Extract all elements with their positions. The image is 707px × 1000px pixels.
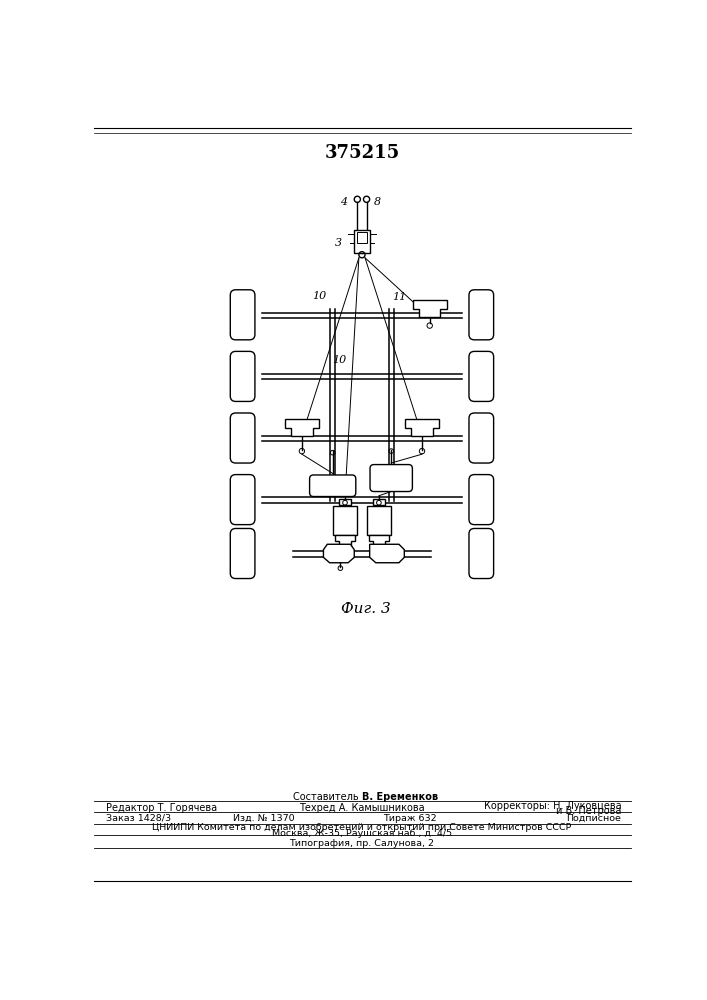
Text: 8: 8 <box>374 197 381 207</box>
Text: 375215: 375215 <box>325 144 399 162</box>
Text: В. Еременков: В. Еременков <box>362 792 438 802</box>
FancyBboxPatch shape <box>230 290 255 340</box>
Text: Техред А. Камышникова: Техред А. Камышникова <box>299 803 425 813</box>
Text: Изд. № 1370: Изд. № 1370 <box>233 814 294 823</box>
FancyBboxPatch shape <box>230 413 255 463</box>
Polygon shape <box>324 544 354 563</box>
Polygon shape <box>405 419 439 436</box>
Text: Редактор Т. Горячева: Редактор Т. Горячева <box>105 803 216 813</box>
Text: Составитель: Составитель <box>293 792 362 802</box>
FancyBboxPatch shape <box>469 351 493 401</box>
FancyBboxPatch shape <box>469 290 493 340</box>
Text: Тираж 632: Тираж 632 <box>383 814 436 823</box>
Text: ЦНИИПИ Комитета по делам изобретений и открытий при Совете Министров СССР: ЦНИИПИ Комитета по делам изобретений и о… <box>152 823 572 832</box>
FancyBboxPatch shape <box>230 351 255 401</box>
Text: Корректоры: Н. Луковцева: Корректоры: Н. Луковцева <box>484 801 621 811</box>
Text: 4: 4 <box>340 197 347 207</box>
Bar <box>333 506 357 535</box>
Bar <box>373 499 385 505</box>
FancyBboxPatch shape <box>469 475 493 525</box>
FancyBboxPatch shape <box>370 465 412 492</box>
Bar <box>366 506 391 535</box>
Polygon shape <box>285 419 319 436</box>
Polygon shape <box>413 300 447 317</box>
FancyBboxPatch shape <box>469 528 493 579</box>
Text: 10: 10 <box>332 355 346 365</box>
FancyBboxPatch shape <box>230 528 255 579</box>
Bar <box>354 230 370 253</box>
FancyBboxPatch shape <box>469 413 493 463</box>
Text: и В. Петрова: и В. Петрова <box>556 806 621 816</box>
Polygon shape <box>370 544 404 563</box>
Polygon shape <box>369 535 389 547</box>
Text: Подписное: Подписное <box>566 814 621 823</box>
Text: Фиг. 3: Фиг. 3 <box>341 602 391 616</box>
Text: 11: 11 <box>392 292 406 302</box>
Text: Москва, Ж-35, Раушская наб., д. 4/5: Москва, Ж-35, Раушская наб., д. 4/5 <box>272 829 452 838</box>
Polygon shape <box>335 535 355 547</box>
FancyBboxPatch shape <box>230 475 255 525</box>
FancyBboxPatch shape <box>310 475 356 497</box>
Text: 10: 10 <box>312 291 327 301</box>
Text: Типография, пр. Салунова, 2: Типография, пр. Салунова, 2 <box>289 839 435 848</box>
Bar <box>339 499 351 505</box>
Bar <box>357 232 366 243</box>
Text: Заказ 1428/3: Заказ 1428/3 <box>105 814 170 823</box>
Text: 3: 3 <box>335 238 342 248</box>
